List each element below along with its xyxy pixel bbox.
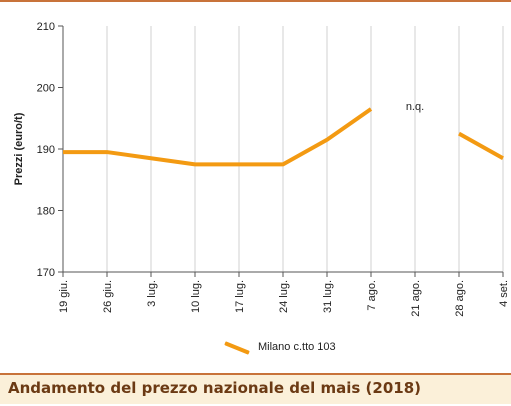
legend-label-milano: Milano c.tto 103 (258, 341, 336, 353)
x-tick-label: 24 lug. (278, 280, 290, 313)
top-rule (0, 0, 511, 2)
x-tick-label: 4 set. (498, 280, 510, 307)
x-tick-label: 3 lug. (146, 280, 158, 307)
annotation-nq: n.q. (406, 101, 424, 113)
x-tick-label: 21 ago. (410, 280, 422, 317)
y-tick-label: 180 (37, 206, 55, 218)
legend-swatch-milano (224, 340, 248, 354)
y-tick-label: 190 (37, 144, 55, 156)
axes-layer (58, 25, 504, 277)
grid-layer (106, 26, 504, 272)
x-tick-label: 17 lug. (234, 280, 246, 313)
y-tick-label: 200 (37, 83, 55, 95)
line-chart: 170 180 190 200 210 19 giu. 26 giu. 3 lug. 10 lu… (13, 21, 510, 317)
series-layer (62, 107, 504, 167)
x-tick-label: 7 ago. (366, 280, 378, 311)
caption-bar: Andamento del prezzo nazionale del mais … (0, 373, 511, 404)
caption-title: Andamento del prezzo nazionale del mais … (8, 379, 421, 397)
x-tick-label: 28 ago. (454, 280, 466, 317)
x-tick-label: 26 giu. (102, 280, 114, 313)
y-axis-title: Prezzi (euro/t) (13, 112, 25, 185)
x-tick-label: 31 lug. (322, 280, 334, 313)
x-tick-label: 19 giu. (58, 280, 70, 313)
y-tick-label: 210 (37, 21, 55, 33)
y-tick-label: 170 (37, 267, 55, 279)
legend: Milano c.tto 103 (224, 338, 336, 356)
labels-layer: 170 180 190 200 210 19 giu. 26 giu. 3 lug. 10 lu… (13, 21, 510, 317)
x-tick-label: 10 lug. (190, 280, 202, 313)
series-line-milano (63, 107, 373, 167)
series-line-milano (458, 131, 504, 160)
